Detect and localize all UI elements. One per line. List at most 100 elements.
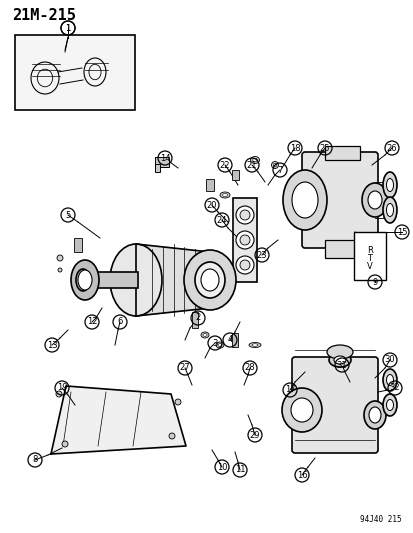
Text: 7: 7 <box>277 166 282 174</box>
Text: 32: 32 <box>389 384 399 392</box>
Bar <box>74 238 82 252</box>
Ellipse shape <box>71 260 99 300</box>
Bar <box>324 240 359 258</box>
Ellipse shape <box>202 334 206 336</box>
Text: 9: 9 <box>371 278 377 287</box>
FancyBboxPatch shape <box>301 152 377 248</box>
Text: 30: 30 <box>384 356 394 365</box>
Text: 15: 15 <box>396 228 406 237</box>
Ellipse shape <box>240 235 249 245</box>
Ellipse shape <box>368 407 380 423</box>
Text: 18: 18 <box>289 143 299 152</box>
Ellipse shape <box>382 394 396 416</box>
Ellipse shape <box>235 206 254 224</box>
Ellipse shape <box>386 179 392 191</box>
Ellipse shape <box>195 262 224 298</box>
Text: 6: 6 <box>117 318 122 327</box>
Ellipse shape <box>252 158 256 161</box>
Ellipse shape <box>361 183 387 217</box>
Ellipse shape <box>386 375 392 385</box>
Text: 5: 5 <box>65 211 71 220</box>
Text: 28: 28 <box>244 364 255 373</box>
Ellipse shape <box>240 260 249 270</box>
Ellipse shape <box>291 182 317 218</box>
Text: R: R <box>366 246 372 254</box>
Ellipse shape <box>281 388 321 432</box>
Bar <box>83 272 138 288</box>
Bar <box>233 198 256 282</box>
Ellipse shape <box>282 170 326 230</box>
Text: 21: 21 <box>246 160 256 169</box>
Bar <box>154 164 159 172</box>
Ellipse shape <box>201 269 218 291</box>
Ellipse shape <box>382 197 396 223</box>
Ellipse shape <box>367 191 381 209</box>
Text: 26: 26 <box>386 143 396 152</box>
Ellipse shape <box>240 210 249 220</box>
Ellipse shape <box>248 343 260 348</box>
Ellipse shape <box>201 332 209 338</box>
Circle shape <box>62 441 68 447</box>
Text: 3: 3 <box>212 338 217 348</box>
Text: 17: 17 <box>284 385 294 394</box>
Bar <box>324 146 359 160</box>
Ellipse shape <box>271 161 278 168</box>
Text: 12: 12 <box>87 318 97 327</box>
Ellipse shape <box>110 244 161 316</box>
Text: 24: 24 <box>216 215 227 224</box>
Circle shape <box>169 433 175 439</box>
FancyBboxPatch shape <box>291 357 377 453</box>
Ellipse shape <box>235 231 254 249</box>
Bar <box>231 333 237 347</box>
Bar <box>154 157 169 167</box>
Bar <box>15 35 135 110</box>
Ellipse shape <box>183 250 235 310</box>
Ellipse shape <box>252 344 257 346</box>
Text: 29: 29 <box>249 431 260 440</box>
Text: 1: 1 <box>65 23 71 33</box>
Text: 22: 22 <box>219 160 230 169</box>
Ellipse shape <box>382 172 396 198</box>
Text: 23: 23 <box>256 251 267 260</box>
Text: 13: 13 <box>47 341 57 350</box>
Circle shape <box>56 391 62 397</box>
Ellipse shape <box>326 345 352 359</box>
Bar <box>206 179 214 191</box>
Ellipse shape <box>290 398 312 422</box>
Text: 4: 4 <box>227 335 232 344</box>
Text: 94J40 215: 94J40 215 <box>359 515 401 524</box>
Ellipse shape <box>78 270 92 290</box>
Polygon shape <box>51 386 185 454</box>
Ellipse shape <box>363 401 385 429</box>
Bar <box>192 312 197 328</box>
Ellipse shape <box>76 269 90 291</box>
Text: 10: 10 <box>216 463 227 472</box>
Ellipse shape <box>235 256 254 274</box>
Bar <box>353 232 385 280</box>
Ellipse shape <box>219 192 230 198</box>
Circle shape <box>57 255 63 261</box>
Text: 20: 20 <box>206 200 217 209</box>
Bar <box>231 170 238 180</box>
Text: T: T <box>367 254 372 262</box>
Text: 27: 27 <box>179 364 190 373</box>
Ellipse shape <box>333 356 345 364</box>
Polygon shape <box>136 244 209 316</box>
Text: 31: 31 <box>336 360 347 369</box>
Text: 11: 11 <box>234 465 244 474</box>
Text: V: V <box>366 262 372 271</box>
Ellipse shape <box>222 193 227 197</box>
Text: 14: 14 <box>159 154 170 163</box>
Text: 19: 19 <box>57 384 67 392</box>
Text: 1: 1 <box>65 23 71 33</box>
Text: 16: 16 <box>296 471 306 480</box>
Ellipse shape <box>273 163 276 167</box>
Circle shape <box>58 268 62 272</box>
Text: 25: 25 <box>319 143 330 152</box>
Ellipse shape <box>386 400 392 410</box>
Ellipse shape <box>250 157 259 164</box>
Circle shape <box>175 399 180 405</box>
Ellipse shape <box>386 204 392 216</box>
Text: 8: 8 <box>32 456 38 464</box>
Ellipse shape <box>218 343 221 346</box>
